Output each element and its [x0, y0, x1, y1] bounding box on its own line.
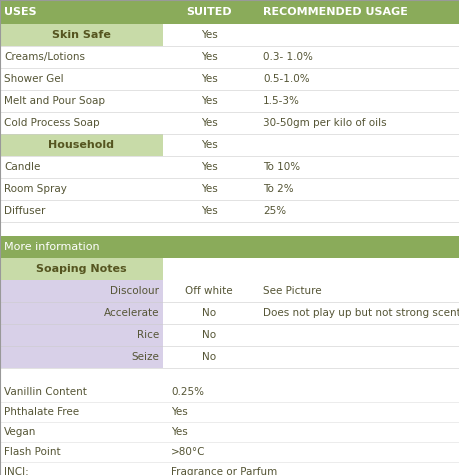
Bar: [0, 258, 162, 280]
Bar: [0, 302, 162, 324]
Text: Phthalate Free: Phthalate Free: [4, 407, 79, 417]
Text: Yes: Yes: [200, 118, 217, 128]
Text: Soaping Notes: Soaping Notes: [36, 264, 127, 274]
Text: Household: Household: [48, 140, 114, 150]
Text: No: No: [202, 330, 216, 340]
Text: To 10%: To 10%: [263, 162, 299, 172]
Text: USES: USES: [4, 7, 37, 17]
Text: Melt and Pour Soap: Melt and Pour Soap: [4, 96, 105, 106]
Text: Yes: Yes: [171, 427, 187, 437]
Text: Yes: Yes: [200, 206, 217, 216]
Text: Yes: Yes: [200, 30, 217, 40]
Text: 30-50gm per kilo of oils: 30-50gm per kilo of oils: [263, 118, 386, 128]
Text: No: No: [202, 352, 216, 362]
Bar: [0, 324, 162, 346]
Text: Cold Process Soap: Cold Process Soap: [4, 118, 100, 128]
Bar: [0, 346, 162, 368]
Text: Accelerate: Accelerate: [103, 308, 159, 318]
Bar: [0, 134, 162, 156]
Text: To 2%: To 2%: [263, 184, 293, 194]
Text: No: No: [202, 308, 216, 318]
Text: 0.25%: 0.25%: [171, 387, 203, 397]
Text: Shower Gel: Shower Gel: [4, 74, 63, 84]
Text: Yes: Yes: [200, 162, 217, 172]
Text: >80°C: >80°C: [171, 447, 205, 457]
Text: Rice: Rice: [136, 330, 159, 340]
Text: Diffuser: Diffuser: [4, 206, 45, 216]
Text: Flash Point: Flash Point: [4, 447, 61, 457]
Text: 1.5-3%: 1.5-3%: [263, 96, 299, 106]
Text: Yes: Yes: [200, 140, 217, 150]
Text: 0.3- 1.0%: 0.3- 1.0%: [263, 52, 312, 62]
Text: 0.5-1.0%: 0.5-1.0%: [263, 74, 309, 84]
Text: Yes: Yes: [171, 407, 187, 417]
Bar: [0, 24, 162, 46]
Bar: [0, 0, 459, 24]
Text: Room Spray: Room Spray: [4, 184, 67, 194]
Text: Vanillin Content: Vanillin Content: [4, 387, 87, 397]
Text: 25%: 25%: [263, 206, 285, 216]
Text: More information: More information: [4, 242, 100, 252]
Text: Yes: Yes: [200, 96, 217, 106]
Bar: [0, 280, 162, 302]
Text: Does not play up but not strong scent: Does not play up but not strong scent: [263, 308, 459, 318]
Text: Vegan: Vegan: [4, 427, 36, 437]
Text: INCI:: INCI:: [4, 467, 29, 475]
Text: SUITED: SUITED: [186, 7, 231, 17]
Text: Candle: Candle: [4, 162, 40, 172]
Text: Fragrance or Parfum: Fragrance or Parfum: [171, 467, 277, 475]
Text: See Picture: See Picture: [263, 286, 321, 296]
Text: Skin Safe: Skin Safe: [52, 30, 111, 40]
Text: Seize: Seize: [131, 352, 159, 362]
Text: Yes: Yes: [200, 184, 217, 194]
Text: Yes: Yes: [200, 52, 217, 62]
Text: RECOMMENDED USAGE: RECOMMENDED USAGE: [263, 7, 407, 17]
Text: Discolour: Discolour: [110, 286, 159, 296]
Text: Creams/Lotions: Creams/Lotions: [4, 52, 85, 62]
Bar: [0, 236, 459, 258]
Text: Off white: Off white: [185, 286, 232, 296]
Text: Yes: Yes: [200, 74, 217, 84]
